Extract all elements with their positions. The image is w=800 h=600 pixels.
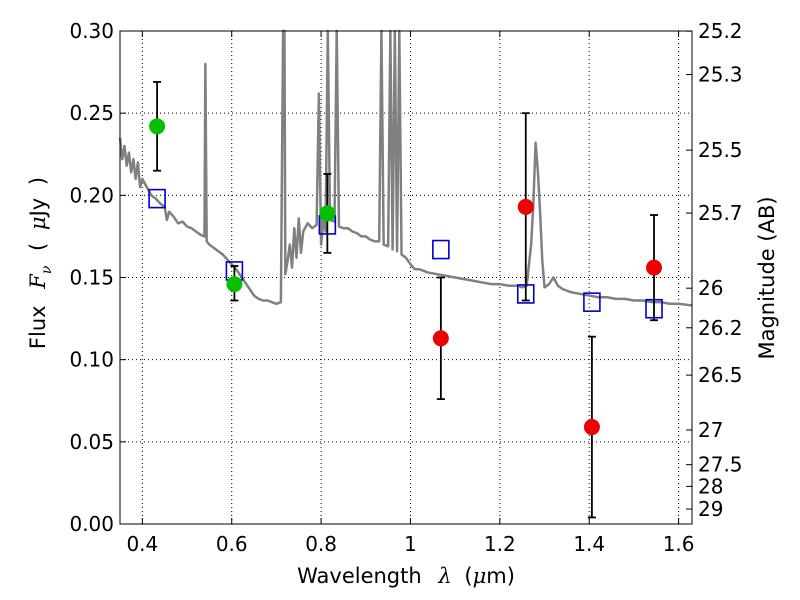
y-tick-label: 0.05 — [69, 430, 114, 454]
x-tick-label: 1 — [404, 532, 417, 556]
model-band-flux-marker — [516, 284, 535, 304]
y2-tick-label: 27 — [698, 418, 723, 442]
x-axis-label-word: Wavelength — [297, 564, 422, 588]
y2-tick-label: 26.5 — [698, 363, 743, 387]
x-axis-label: Wavelength λ (μm) — [297, 564, 515, 588]
y2-tick-label: 27.5 — [698, 453, 743, 477]
y2-axis-label: Magnitude (AB) — [755, 196, 779, 359]
detection-point — [226, 276, 243, 293]
y-axis-label-symbol: F — [26, 273, 50, 290]
y-tick-label: 0.25 — [69, 101, 114, 125]
x-tick-label: 0.6 — [216, 532, 248, 556]
x-tick-label: 0.8 — [305, 532, 337, 556]
y2-tick-label: 25.5 — [698, 138, 743, 162]
x-tick-label: 1.4 — [573, 532, 605, 556]
y2-tick-label: 26 — [698, 276, 723, 300]
y-tick-label: 0.30 — [69, 19, 114, 43]
axis-ticks: 0.4 0.6 0.8 1 1.2 1.4 1.6 0.00 0.05 0.10 0.15 0.20 0… — [69, 19, 742, 556]
detection-point — [432, 330, 449, 347]
model-sed-layer — [118, 29, 693, 307]
y-axis-label-word: Flux — [26, 305, 50, 349]
x-axis-label-symbol: λ — [437, 564, 451, 588]
x-tick-label: 1.6 — [663, 532, 695, 556]
y-axis-label-mu: μ — [26, 216, 50, 230]
y2-tick-label: 29 — [698, 497, 723, 521]
y-tick-label: 0.10 — [69, 348, 114, 372]
y-axis-label-open-paren: ( — [26, 243, 50, 251]
y2-tick-label: 28 — [698, 474, 723, 498]
y2-tick-label: 25.3 — [698, 63, 743, 87]
y-tick-label: 0.00 — [69, 512, 114, 536]
model-sed-line — [118, 29, 693, 307]
y-tick-label: 0.20 — [69, 183, 114, 207]
x-axis-label-open-paren: ( — [464, 564, 472, 588]
x-axis-label-mu: μ — [473, 564, 487, 588]
model-band-flux-marker — [645, 298, 663, 319]
model-band-flux-marker — [583, 292, 601, 312]
y-axis-label: Flux Fν ( μJy ) — [26, 177, 56, 349]
y-tick-label: 0.15 — [69, 266, 114, 290]
detection-point — [319, 205, 336, 222]
detections-layer — [149, 118, 663, 436]
model-band-flux-layer — [148, 188, 663, 319]
detection-point — [149, 118, 166, 135]
y2-tick-label: 25.7 — [698, 201, 743, 225]
y-axis-label-close-paren: ) — [26, 177, 50, 185]
x-tick-label: 1.2 — [484, 532, 516, 556]
detection-point — [646, 259, 663, 276]
detection-point — [583, 419, 600, 436]
x-axis-label-unit: m) — [486, 564, 515, 588]
model-band-flux-marker — [432, 239, 450, 260]
y-axis-label-subscript: ν — [39, 265, 55, 274]
model-band-flux-marker — [148, 188, 166, 209]
y-axis-label-unit: Jy — [26, 198, 50, 219]
y2-tick-label: 26.2 — [698, 316, 743, 340]
detection-point — [517, 198, 534, 215]
y2-tick-label: 25.2 — [698, 19, 743, 43]
x-tick-label: 0.4 — [126, 532, 158, 556]
